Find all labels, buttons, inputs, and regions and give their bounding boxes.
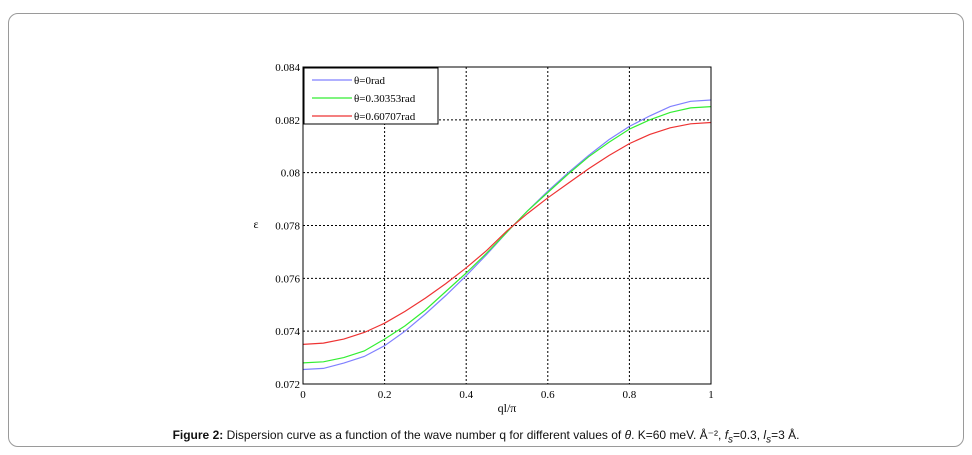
caption-f-sub: s <box>728 434 734 446</box>
legend-label-3: θ=0.60707rad <box>354 111 416 123</box>
x-axis-label: ql/π <box>498 401 517 415</box>
y-tick-label: 0.074 <box>275 326 300 338</box>
y-tick-label: 0.082 <box>275 115 300 127</box>
caption-theta: θ <box>624 428 632 442</box>
x-tick-label: 0.6 <box>541 389 555 401</box>
y-tick-labels: 0.072 0.074 0.076 0.078 0.08 0.082 0.084 <box>275 62 300 391</box>
y-tick-label: 0.076 <box>275 273 300 285</box>
figure-caption: Figure 2: Dispersion curve as a function… <box>0 428 972 445</box>
legend-box <box>303 67 439 125</box>
caption-l: l <box>763 428 767 442</box>
series-line-3 <box>302 121 712 345</box>
x-tick-label: 0.2 <box>378 389 392 401</box>
y-tick-label: 0.078 <box>275 221 300 233</box>
legend-label-1: θ=0rad <box>354 75 386 87</box>
x-tick-label: 0.4 <box>459 389 473 401</box>
x-tick-labels: 0 0.2 0.4 0.6 0.8 1 <box>300 389 714 401</box>
caption-l-val: =3 Å. <box>771 428 800 442</box>
caption-l-sub: s <box>766 434 772 446</box>
caption-f-val: =0.3, <box>733 428 764 442</box>
series-lines <box>302 99 712 371</box>
x-tick-label: 0 <box>300 389 306 401</box>
series-line-1 <box>302 99 712 371</box>
y-tick-label: 0.08 <box>281 168 301 180</box>
x-tick-label: 1 <box>708 389 714 401</box>
legend-label-2: θ=0.30353rad <box>354 93 416 105</box>
y-tick-label: 0.084 <box>275 62 300 74</box>
caption-text: Dispersion curve as a function of the wa… <box>223 428 625 442</box>
caption-f: f <box>724 428 729 442</box>
y-axis-label: ε <box>253 217 258 231</box>
caption-label: Figure 2: <box>172 428 224 442</box>
caption-params: . K=60 meV. Å⁻², <box>631 428 725 442</box>
plot-area-border <box>302 66 712 385</box>
y-tick-label: 0.072 <box>275 379 300 391</box>
figure-frame <box>8 13 964 447</box>
legend: θ=0rad θ=0.30353rad θ=0.60707rad <box>303 67 439 125</box>
series-line-2 <box>302 106 712 364</box>
x-tick-label: 0.8 <box>623 389 637 401</box>
